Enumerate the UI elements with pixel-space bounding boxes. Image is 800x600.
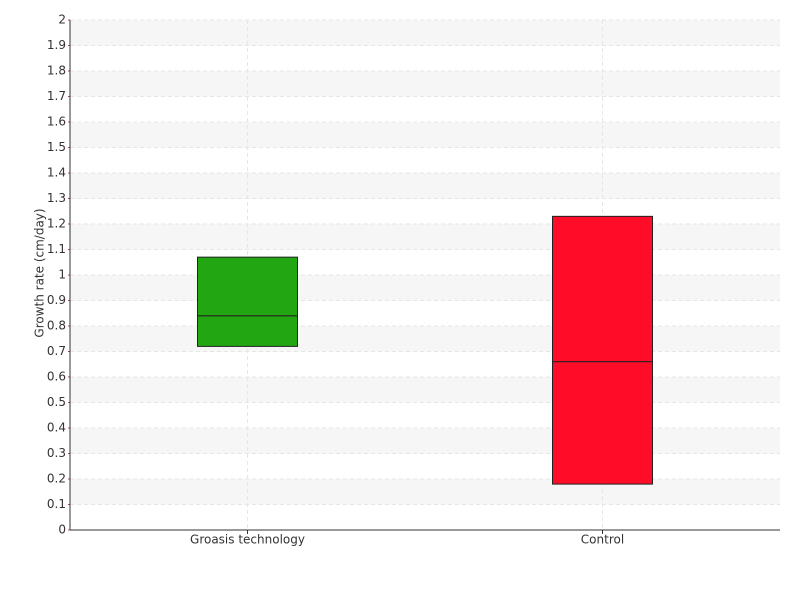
- y-tick-label: 0.5: [47, 395, 66, 409]
- grid-band: [70, 326, 780, 352]
- y-tick-label: 1.5: [47, 140, 66, 154]
- grid-band: [70, 377, 780, 403]
- grid-band: [70, 479, 780, 505]
- y-tick-label: 0.6: [47, 370, 66, 384]
- y-tick-label: 1.4: [47, 166, 66, 180]
- x-tick-label: Control: [581, 533, 624, 547]
- y-tick-label: 1.8: [47, 64, 66, 78]
- y-tick-label: 1.7: [47, 89, 66, 103]
- box: [197, 256, 298, 347]
- y-tick-label: 1.2: [47, 217, 66, 231]
- y-tick-label: 0.7: [47, 344, 66, 358]
- grid-band: [70, 20, 780, 46]
- x-tick-label: Groasis technology: [190, 533, 305, 547]
- y-tick-label: 2: [58, 13, 66, 27]
- grid-band: [70, 428, 780, 454]
- y-tick-label: 0.3: [47, 446, 66, 460]
- y-axis-label: Growth rate (cm/day): [33, 208, 47, 337]
- y-tick-label: 1.1: [47, 242, 66, 256]
- y-tick-label: 0.1: [47, 497, 66, 511]
- grid-band: [70, 173, 780, 199]
- y-tick-label: 1.9: [47, 38, 66, 52]
- y-tick-label: 1.3: [47, 191, 66, 205]
- grid-band: [70, 71, 780, 97]
- y-tick-label: 0.9: [47, 293, 66, 307]
- y-tick-label: 1.6: [47, 115, 66, 129]
- grid-band: [70, 224, 780, 250]
- y-tick-label: 0.8: [47, 319, 66, 333]
- box: [552, 215, 653, 485]
- y-tick-label: 0.2: [47, 472, 66, 486]
- grid-band: [70, 122, 780, 148]
- y-tick-label: 1: [58, 268, 66, 282]
- y-tick-label: 0.4: [47, 421, 66, 435]
- grid-band: [70, 275, 780, 301]
- y-tick-label: 0: [58, 523, 66, 537]
